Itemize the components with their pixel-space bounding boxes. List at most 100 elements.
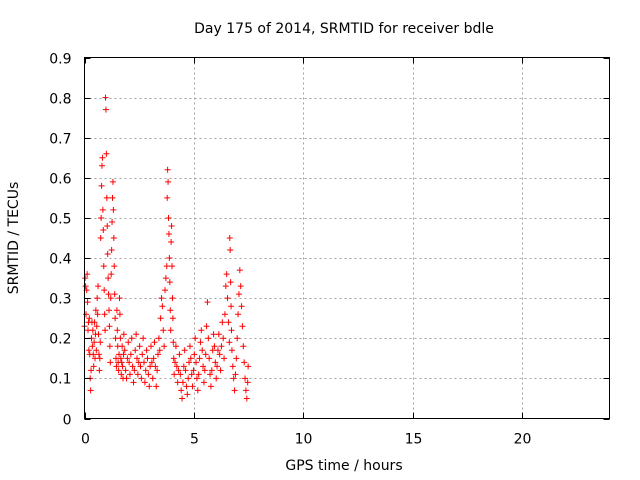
data-point [103, 150, 110, 157]
data-point [205, 335, 212, 342]
data-point [122, 367, 129, 374]
data-point [185, 375, 192, 382]
y-tick-label: 0.3 [49, 292, 71, 308]
y-tick-label: 0.8 [49, 92, 71, 108]
data-point [226, 339, 233, 346]
data-point [178, 387, 185, 394]
data-point [165, 178, 172, 185]
data-point [176, 351, 183, 358]
data-point [95, 283, 102, 290]
data-point [126, 359, 133, 366]
data-point [156, 347, 163, 354]
data-point [234, 335, 241, 342]
data-point [128, 335, 135, 342]
data-point [142, 367, 149, 374]
data-point [227, 247, 234, 254]
data-point [214, 347, 221, 354]
data-point [225, 319, 232, 326]
data-point [92, 307, 99, 314]
data-point [86, 315, 93, 322]
data-point [189, 383, 196, 390]
data-point [228, 327, 235, 334]
data-point [155, 351, 161, 358]
data-point [95, 351, 102, 358]
data-point [133, 331, 140, 338]
data-point [119, 343, 126, 350]
data-point [90, 363, 97, 370]
data-point [102, 106, 109, 113]
data-point [226, 235, 233, 241]
data-point [82, 275, 89, 282]
data-point [96, 355, 103, 362]
data-point [131, 367, 138, 374]
data-point [149, 375, 156, 382]
data-point [228, 347, 235, 354]
data-point [90, 351, 97, 358]
data-point [118, 371, 125, 378]
data-point [170, 355, 177, 362]
data-point [101, 311, 108, 318]
data-point [109, 178, 116, 185]
data-point [187, 355, 194, 362]
y-tick-label: 0.6 [49, 172, 71, 188]
data-point [209, 347, 216, 354]
data-point [172, 343, 179, 350]
data-point [222, 283, 229, 290]
data-point [111, 291, 118, 298]
data-point [127, 351, 134, 358]
data-point [235, 291, 242, 298]
data-point [134, 355, 140, 362]
data-point [120, 351, 127, 358]
data-point [155, 335, 162, 342]
data-point [105, 291, 112, 298]
data-point [89, 327, 96, 334]
data-point [91, 339, 98, 346]
data-point [217, 367, 224, 374]
data-point [199, 347, 206, 354]
grid [84, 57, 610, 419]
data-point [102, 94, 109, 101]
data-point [207, 383, 214, 390]
data-point [238, 303, 245, 310]
data-point [228, 303, 235, 310]
data-point [159, 303, 166, 310]
data-point [166, 255, 173, 262]
data-point [202, 351, 209, 358]
y-tick-label: 0.9 [49, 52, 71, 68]
data-point [116, 311, 123, 318]
data-point [145, 371, 152, 378]
data-point [194, 387, 201, 394]
data-point [180, 363, 187, 370]
data-point [124, 355, 131, 362]
data-point [160, 327, 167, 334]
data-point [106, 307, 112, 314]
data-point [104, 222, 111, 229]
data-point [165, 214, 172, 221]
data-point [83, 311, 90, 318]
data-point [183, 383, 190, 390]
data-point [113, 363, 120, 370]
data-point [91, 319, 98, 326]
data-point [179, 379, 186, 386]
data-point [107, 359, 114, 366]
data-point [196, 355, 203, 362]
data-point [152, 363, 159, 370]
data-point [93, 347, 100, 354]
data-point [181, 347, 188, 354]
data-point [144, 355, 151, 362]
data-point [143, 347, 150, 354]
data-point [104, 251, 111, 258]
data-point [198, 327, 205, 334]
data-point [169, 263, 175, 270]
data-point [219, 319, 226, 326]
data-point [103, 194, 110, 201]
data-point [146, 383, 153, 390]
data-point [241, 359, 248, 366]
data-point [221, 311, 228, 318]
data-point [157, 315, 164, 322]
data-point [172, 359, 179, 366]
data-point [171, 371, 178, 378]
data-point [192, 335, 199, 342]
data-point [210, 331, 217, 338]
data-point [153, 383, 160, 390]
